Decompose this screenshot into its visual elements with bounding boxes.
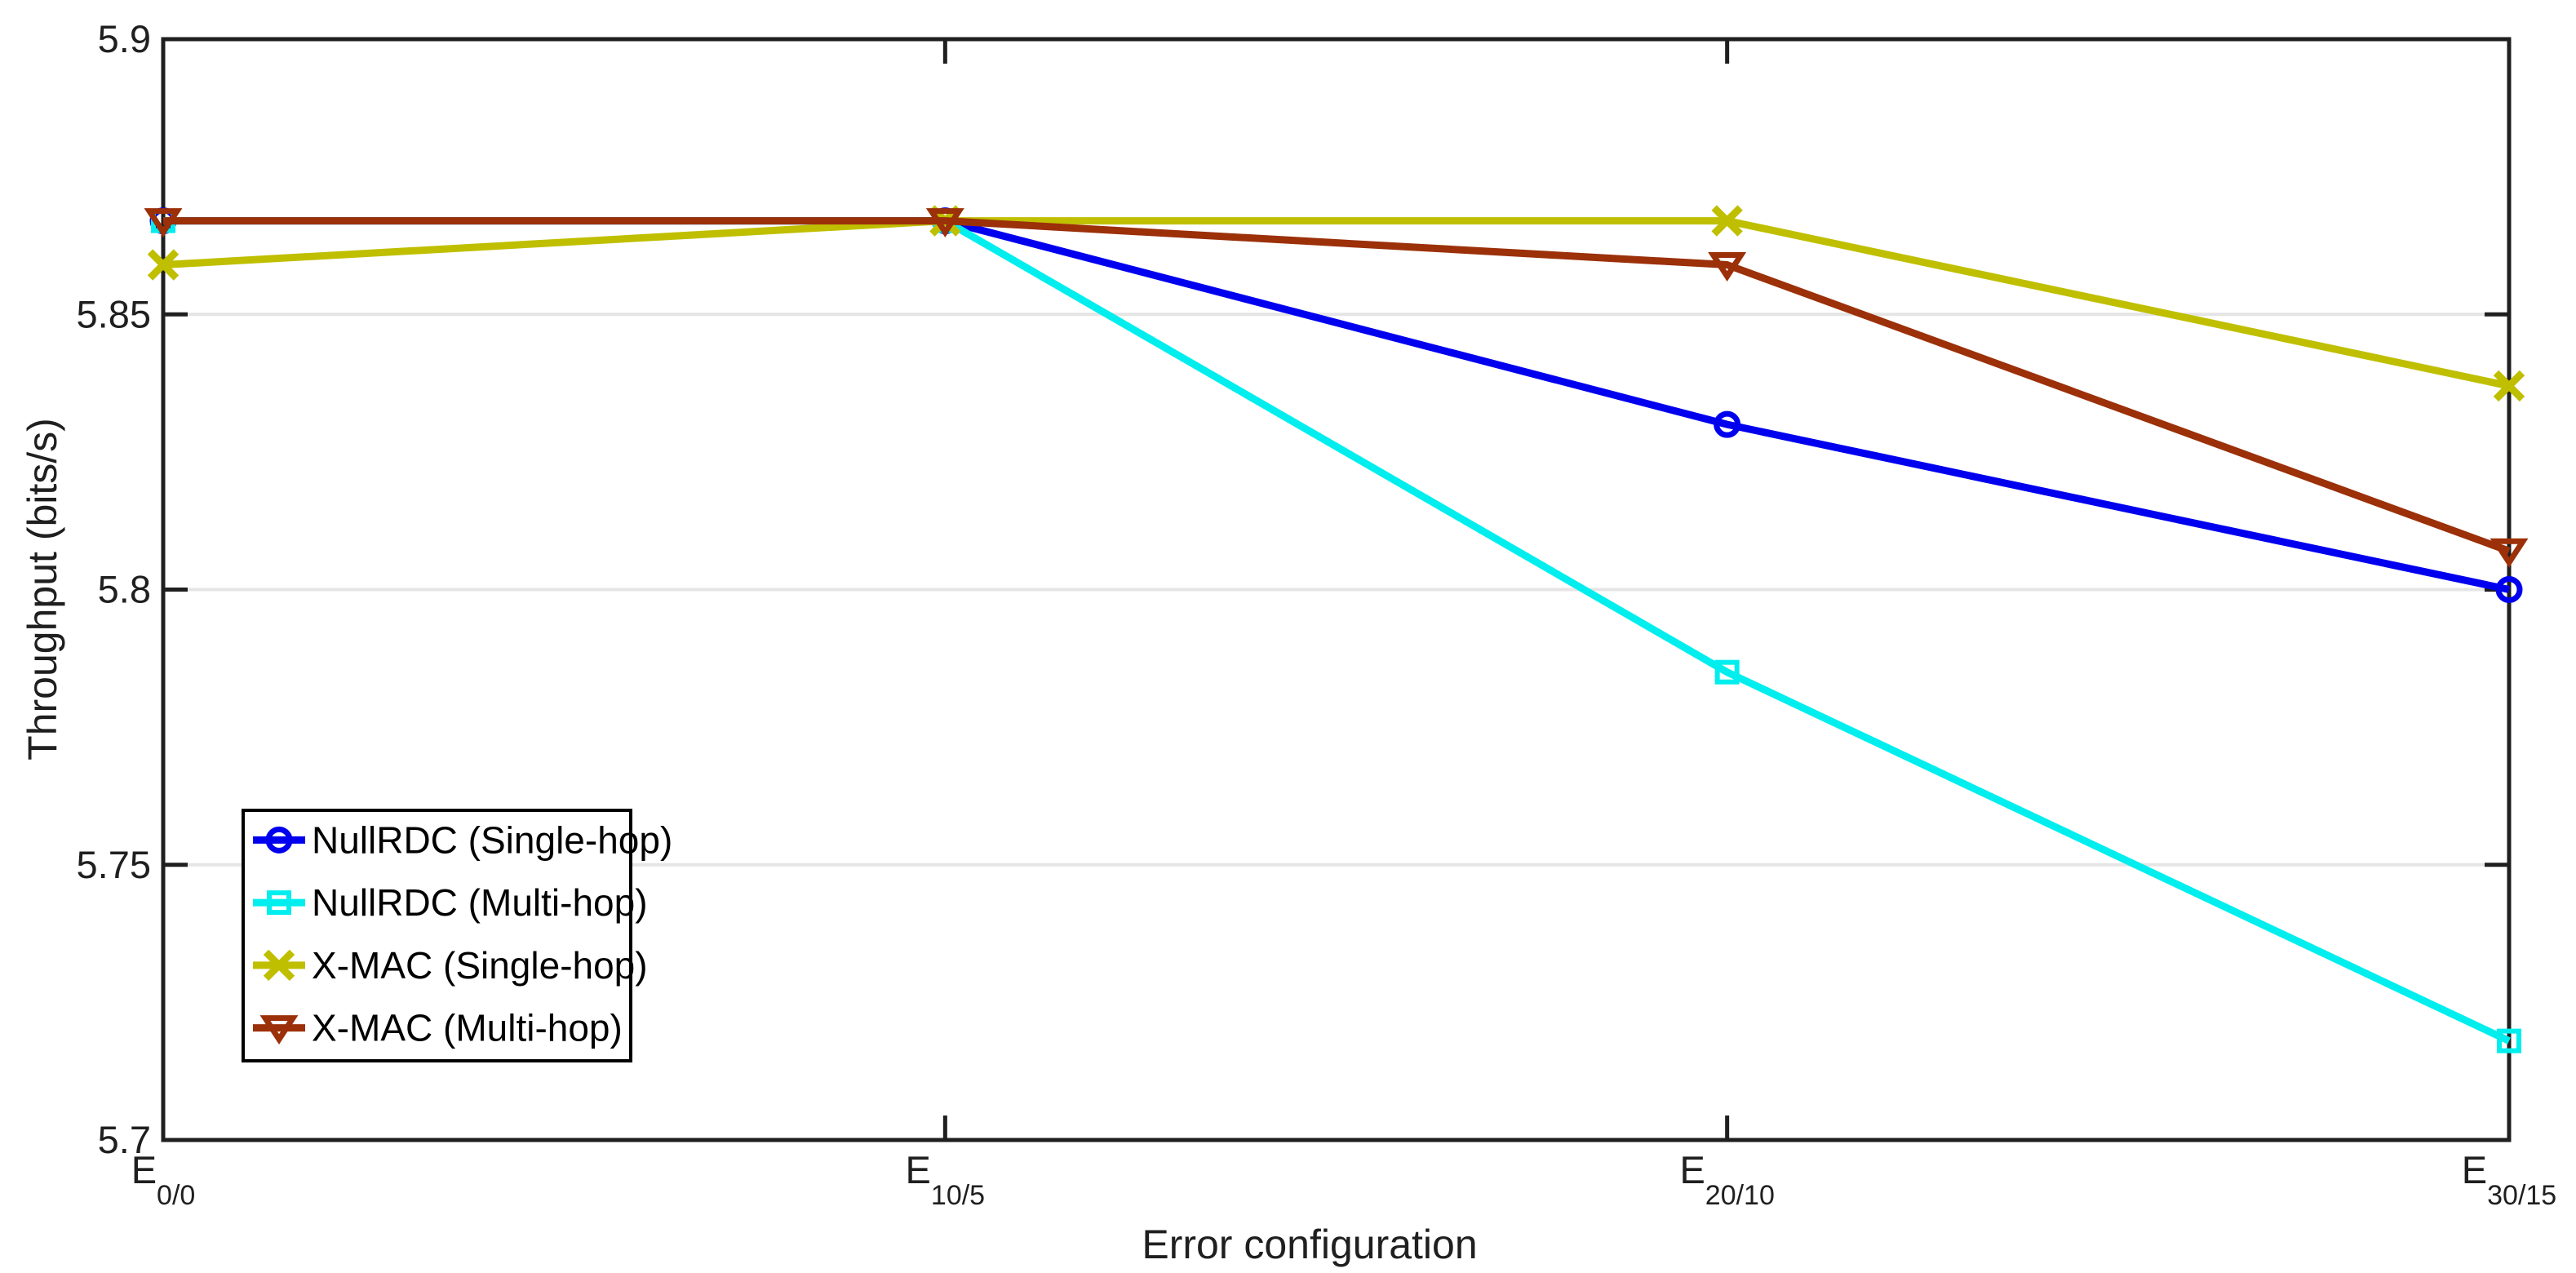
legend: NullRDC (Single-hop) NullRDC (Multi-hop) X… (242, 809, 672, 1062)
x-tick-label: E20/10 (1679, 1148, 1774, 1211)
x-tick-label: E0/0 (131, 1148, 196, 1211)
data-point-marker (263, 949, 295, 982)
legend-item-label: X-MAC (Single-hop) (312, 944, 648, 987)
x-axis-label: Error configuration (1142, 1222, 1477, 1267)
data-point-marker (265, 826, 293, 854)
legend-item-label: NullRDC (Multi-hop) (312, 881, 648, 924)
y-tick-label: 5.8 (98, 568, 151, 611)
x-tick-label: E10/5 (906, 1148, 986, 1211)
data-point-marker (925, 208, 964, 237)
y-axis-label: Throughput (bits/s) (20, 418, 65, 761)
data-point-marker (1708, 252, 1747, 282)
data-point-marker (259, 1015, 299, 1045)
plot-area: 5.7 5.75 5.8 5.85 5.9 E0/0 E10/5 E20/10 E30/15 (77, 17, 2557, 1211)
data-point-marker (1714, 659, 1740, 685)
series-line (162, 217, 2510, 390)
data-point-marker (1711, 205, 1743, 237)
y-tick-label: 5.7 (98, 1118, 151, 1161)
data-point-marker (2493, 370, 2525, 402)
series-line (163, 217, 2510, 593)
legend-item-label: X-MAC (Multi-hop) (312, 1007, 623, 1049)
data-point-marker (147, 249, 180, 281)
y-tick-label: 5.75 (77, 843, 151, 886)
data-point-marker (2495, 576, 2523, 603)
legend-item-label: NullRDC (Single-hop) (312, 818, 672, 861)
y-tick-label: 5.9 (98, 17, 151, 60)
series-line (163, 217, 2511, 555)
y-tick-label: 5.85 (77, 292, 151, 335)
data-point-marker (1714, 410, 1741, 438)
data-point-marker (2490, 538, 2529, 568)
x-tick-label: E30/15 (2462, 1148, 2556, 1211)
data-point-marker (144, 208, 183, 237)
data-point-marker (267, 890, 291, 916)
data-point-marker (2497, 1028, 2521, 1053)
legend-box (242, 809, 632, 1062)
